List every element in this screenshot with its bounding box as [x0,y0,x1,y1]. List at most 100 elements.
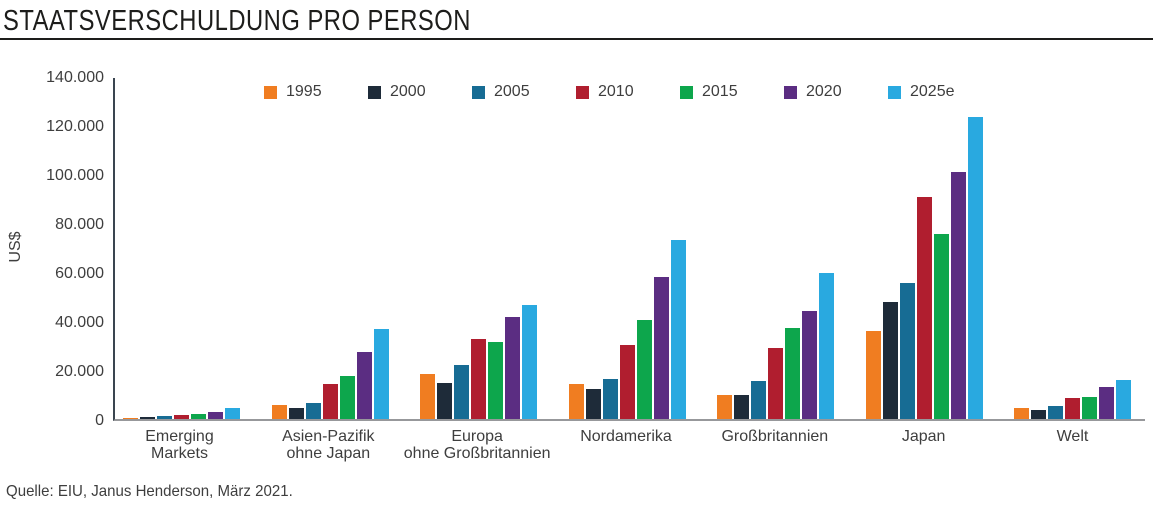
x-axis-category-label: Emerging Markets [80,428,280,462]
bar-2010 [1065,398,1080,419]
bar-2020 [356,352,372,419]
legend-item: 2000 [368,83,472,101]
bar-group [271,329,389,419]
legend-item: 2025e [888,83,955,101]
bar-2025e [373,329,389,419]
bar-group [717,273,834,419]
bar-1995 [568,384,584,419]
bar-2025e [1116,380,1131,419]
bar-2005 [157,416,172,419]
x-axis-category-label-line: Japan [901,428,946,445]
bar-2005 [305,403,321,419]
y-tick-label: 60.000 [55,265,104,282]
bar-2010 [619,345,635,419]
legend-swatch [784,85,797,99]
bar-2025e [670,240,686,419]
bar-1995 [271,405,287,419]
bar-2005 [751,381,766,419]
bar-2015 [191,414,206,419]
legend: 1995 2000 2005 2010 2015 2020 2025e [264,83,955,101]
legend-swatch [888,85,901,99]
plot-area: 1995 2000 2005 2010 2015 2020 2025e [113,78,1145,421]
bar-group [420,305,537,419]
bar-2000 [734,395,749,419]
bar-group [865,117,983,419]
bar-2010 [322,384,338,419]
bar-group [1014,380,1131,419]
x-axis-category-label-line: Markets [151,445,208,462]
y-tick-label: 40.000 [55,314,104,331]
bar-1995 [717,395,732,419]
legend-label: 1995 [286,83,322,100]
bar-2005 [1048,406,1063,419]
legend-item: 1995 [264,83,368,101]
bar-2015 [488,342,503,419]
bar-2025e [967,117,983,419]
legend-item: 2015 [680,83,784,101]
bar-2015 [785,328,800,419]
bar-2015 [933,234,949,419]
x-axis-category-label-line: Europa [451,428,503,445]
legend-item: 2010 [576,83,680,101]
x-axis-category-label: Japan [824,428,1024,445]
bar-2005 [602,379,618,419]
x-label-cell: Asien-Pazifik ohne Japan [270,428,387,466]
legend-label: 2020 [806,83,842,100]
y-tick-label: 80.000 [55,216,104,233]
legend-item: 2005 [472,83,576,101]
bar-group [568,240,686,419]
bar-2020 [802,311,817,419]
x-axis-category-label: Europa ohne Großbritannien [377,428,577,462]
x-axis-category-label-line: Welt [1056,428,1089,445]
x-axis-category-label-line: ohne Großbritannien [403,445,551,462]
y-axis-labels: 0 20.000 40.000 60.000 80.000 100.000 120.000 1… [0,69,104,429]
bar-2020 [1099,387,1114,419]
bar-2025e [225,408,240,419]
legend-label: 2000 [390,83,426,100]
x-axis-category-label-line: Emerging [145,428,214,445]
x-axis-category-label: Asien-Pazifik ohne Japan [228,428,428,462]
bar-2000 [140,417,155,419]
bar-1995 [865,331,881,419]
y-tick-label: 100.000 [46,167,104,184]
legend-swatch [680,85,693,99]
bar-2020 [208,412,223,419]
x-label-cell: Welt [1014,428,1131,466]
bar-2000 [585,389,601,419]
bar-group [123,408,240,419]
bar-2000 [1031,410,1046,419]
bar-2025e [522,305,537,419]
x-axis-category-label: Großbritannien [675,428,875,445]
legend-label: 2015 [702,83,738,100]
legend-swatch [264,85,277,99]
page-title: STAATSVERSCHULDUNG PRO PERSON [3,5,471,37]
bar-2010 [768,348,783,419]
y-tick-label: 20.000 [55,363,104,380]
bar-2010 [471,339,486,419]
legend-label: 2025e [910,83,955,100]
bar-2020 [505,317,520,419]
legend-label: 2010 [598,83,634,100]
x-label-cell: Großbritannien [716,428,833,466]
x-axis-category-label-line: Nordamerika [580,428,672,445]
x-label-cell: Emerging Markets [121,428,238,466]
bar-2015 [636,320,652,419]
x-label-cell: Nordamerika [567,428,684,466]
legend-swatch [576,85,589,99]
y-tick-label: 140.000 [46,69,104,86]
bar-2000 [437,383,452,419]
bar-2005 [899,283,915,419]
bar-2010 [174,415,189,419]
legend-swatch [472,85,485,99]
legend-swatch [368,85,381,99]
x-axis-labels: Emerging Markets Asien-Pazifik ohne Japan Eu… [113,428,1145,466]
bar-1995 [1014,408,1029,419]
legend-label: 2005 [494,83,530,100]
x-label-cell: Europa ohne Großbritannien [404,428,551,466]
bar-2005 [454,365,469,419]
bar-2000 [882,302,898,419]
bar-2025e [819,273,834,419]
plot-groups [115,78,1145,419]
bar-2020 [653,277,669,419]
